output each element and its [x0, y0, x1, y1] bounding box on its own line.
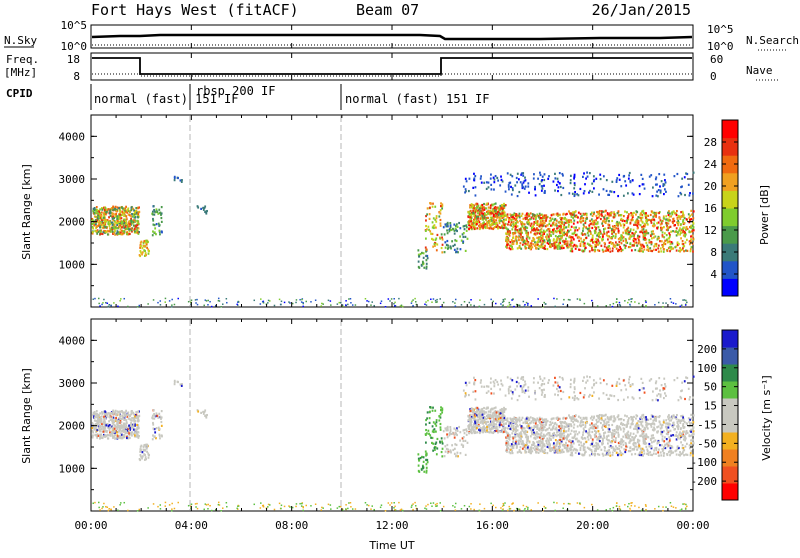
power-colorbar: 4 8 12 16 20 24 28: [704, 120, 738, 297]
power-ylabel: Slant Range [km]: [20, 164, 33, 260]
freq-tick-bottom: 8: [73, 70, 80, 83]
velocity-colorbar-tick: -100: [691, 456, 718, 469]
beam-label: Beam 07: [356, 1, 419, 19]
velocity-colorbar-tick: 15: [704, 400, 717, 413]
power-colorbar-tick: 20: [704, 180, 717, 193]
x-tick-label: 00:00: [74, 519, 107, 532]
y-tick-label: 4000: [59, 334, 86, 347]
power-colorbar-tick: 16: [704, 202, 717, 215]
nsky-left-label: N.Sky: [4, 34, 37, 47]
nsky-right-tick-top: 10^5: [707, 23, 734, 36]
power-scatter: [91, 171, 694, 307]
x-tick-label: 04:00: [175, 519, 208, 532]
velocity-panel: 1000 2000 3000 4000 Slant Range [km] 200 100…: [20, 319, 773, 512]
power-colorbar-tick: 28: [704, 136, 717, 149]
cpid-segment-3: normal (fast) 151 IF: [345, 92, 490, 106]
x-tick-label: 12:00: [375, 519, 408, 532]
nsearch-label: N.Search: [746, 34, 799, 47]
y-tick-label: 4000: [59, 130, 86, 143]
velocity-ylabel: Slant Range [km]: [20, 368, 33, 464]
velocity-colorbar-tick: -50: [697, 437, 717, 450]
nsky-left-tick-bottom: 10^0: [61, 40, 88, 53]
velocity-scatter: [91, 375, 694, 511]
freq-panel: Freq. [MHz] 18 8 60 0 Nave: [4, 53, 778, 83]
x-axis-label: Time UT: [368, 539, 414, 552]
power-colorbar-tick: 24: [704, 158, 718, 171]
station-title: Fort Hays West (fitACF): [91, 1, 299, 19]
nave-tick-bottom: 0: [710, 70, 717, 83]
y-tick-label: 2000: [59, 216, 86, 229]
power-colorbar-tick: 4: [710, 268, 717, 281]
nave-label: Nave: [746, 64, 773, 77]
cpid-segment-2: rbsp 200 IF: [196, 84, 275, 98]
velocity-colorbar-tick: 100: [697, 362, 717, 375]
freq-tick-top: 18: [67, 53, 80, 66]
date-label: 26/Jan/2015: [592, 1, 691, 19]
velocity-colorbar: 200 100 50 15 -15 -50 -100 -200: [691, 330, 739, 501]
freq-label-bottom: [MHz]: [4, 66, 37, 79]
velocity-colorbar-tick: -15: [697, 418, 717, 431]
nave-tick-top: 60: [710, 53, 723, 66]
nsky-right-tick-bottom: 10^0: [707, 40, 734, 53]
velocity-colorbar-label: Velocity [m s⁻¹]: [760, 375, 773, 460]
x-tick-label: 08:00: [275, 519, 308, 532]
y-tick-label: 1000: [59, 462, 86, 475]
power-colorbar-tick: 8: [710, 246, 717, 259]
cpid-label: CPID: [6, 87, 33, 100]
cpid-panel: CPID normal (fast) 151 IF rbsp 200 IF no…: [6, 84, 490, 110]
y-tick-label: 3000: [59, 173, 86, 186]
velocity-colorbar-tick: 200: [697, 343, 717, 356]
y-tick-label: 2000: [59, 420, 86, 433]
power-colorbar-label: Power [dB]: [758, 185, 771, 245]
nsky-panel: N.Sky 10^5 10^0 10^5 10^0 N.Search: [4, 19, 799, 53]
velocity-colorbar-tick: -200: [691, 475, 718, 488]
power-panel: 1000 2000 3000 4000 Slant Range [km] 4 8 12 16…: [20, 115, 771, 308]
velocity-colorbar-tick: 50: [704, 381, 717, 394]
power-colorbar-tick: 12: [704, 224, 717, 237]
x-tick-label: 20:00: [576, 519, 609, 532]
y-tick-label: 3000: [59, 377, 86, 390]
y-tick-label: 1000: [59, 258, 86, 271]
nsky-left-tick-top: 10^5: [61, 19, 88, 32]
x-tick-label: 00:00: [676, 519, 709, 532]
freq-label-top: Freq.: [6, 53, 39, 66]
x-tick-label: 16:00: [476, 519, 509, 532]
